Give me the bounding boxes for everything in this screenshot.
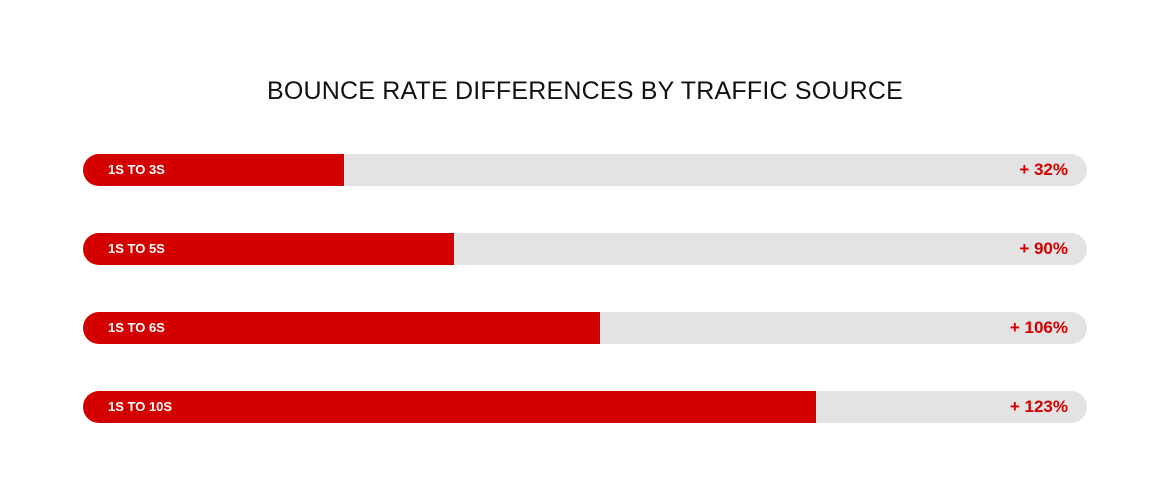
- bar-fill: [83, 391, 816, 423]
- bar-fill: [83, 154, 344, 186]
- bar-fill: [83, 312, 600, 344]
- chart-title: BOUNCE RATE DIFFERENCES BY TRAFFIC SOURC…: [266, 77, 904, 105]
- bar-category-label: 1S TO 10S: [108, 399, 173, 414]
- bar-value-label: + 123%: [1009, 397, 1068, 416]
- bar-chart: 1S TO 3S + 32% 1S TO 5S + 90% 1S TO 6S + 106%…: [83, 0, 1087, 502]
- bar-category-label: 1S TO 3S: [108, 162, 165, 177]
- bar-row: 1S TO 5S + 90%: [83, 233, 1087, 265]
- bar-track: [83, 154, 1087, 186]
- bar-category-label: 1S TO 5S: [108, 241, 165, 256]
- bar-track: [83, 233, 1087, 265]
- bar-row: 1S TO 3S + 32%: [83, 154, 1087, 186]
- bar-row: 1S TO 10S + 123%: [83, 391, 1087, 423]
- bar-track: [83, 391, 1087, 423]
- bar-value-label: + 90%: [1019, 239, 1068, 258]
- bar-category-label: 1S TO 6S: [108, 320, 165, 335]
- bar-track: [83, 312, 1087, 344]
- bar-row: 1S TO 6S + 106%: [83, 312, 1087, 344]
- bar-value-label: + 32%: [1019, 160, 1068, 179]
- bar-value-label: + 106%: [1009, 318, 1068, 337]
- bar-fill: [83, 233, 454, 265]
